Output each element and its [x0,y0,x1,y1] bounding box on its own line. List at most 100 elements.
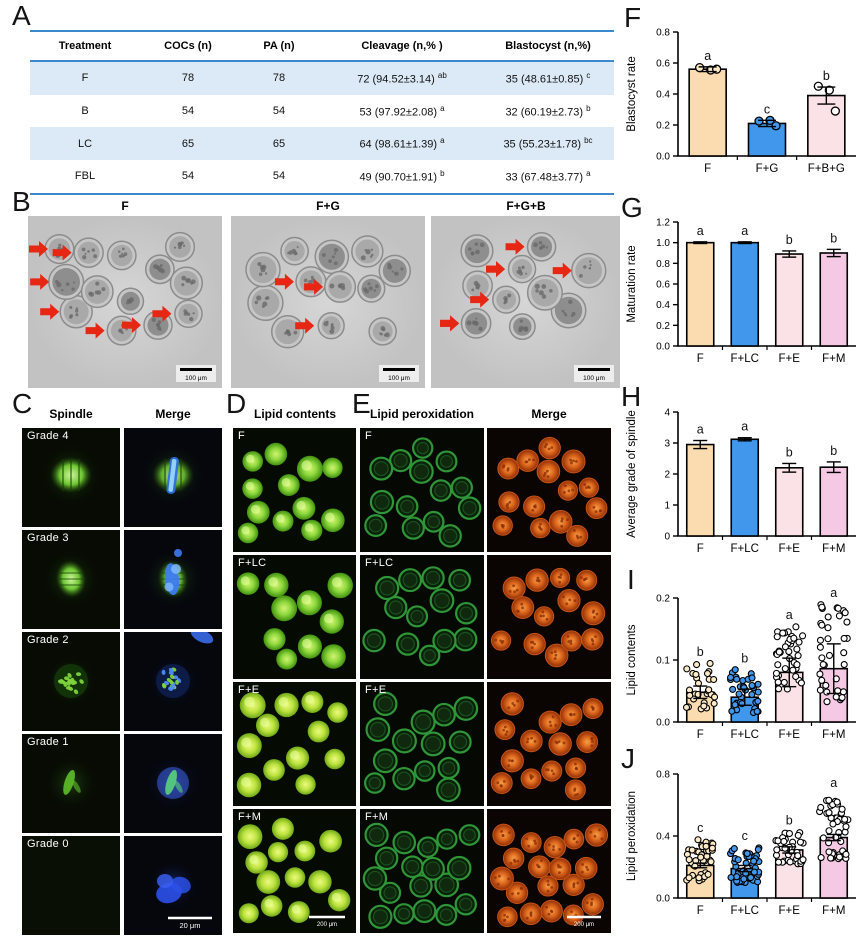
table-col-header: PA (n) [236,31,322,62]
sig-letter: b [830,444,837,458]
data-point [774,837,782,845]
sig-letter: b [697,645,704,659]
data-point [706,659,714,668]
oocyte [490,866,514,891]
red-arrow [29,241,48,258]
x-category-label: F [697,353,704,365]
x-category-label: F+E [779,729,801,741]
oocyte [263,759,285,781]
data-point [792,672,800,681]
bar-F+LC [730,438,760,537]
scale-bar-label: 100 μm [185,375,207,382]
sig-letter: b [786,813,793,827]
y-axis-label: Lipid peroxidation [626,791,638,881]
red-arrow [121,317,141,334]
table-cell: 64 (98.61±1.39) a [359,136,445,151]
sig-letter: b [786,233,793,247]
red-arrow [152,305,172,322]
table-cell: 72 (94.52±3.14) ab [357,71,447,86]
data-point [840,634,848,642]
oocyte [256,870,281,894]
bar-F+M [819,466,849,537]
sig-letter: a [830,586,837,600]
y-tick-label: 0.0 [656,894,670,905]
scale-bar-label: 200 μm [574,922,594,928]
data-point [695,874,703,882]
data-point [786,858,794,866]
table-cell: 54 [272,170,286,183]
red-arrow [304,278,324,295]
sig-letter: a [741,420,748,434]
panel-letter-c: C [12,388,33,419]
x-category-label: F [697,543,704,555]
x-category-label: F+LC [731,905,759,917]
data-point [833,798,841,806]
oocyte [562,904,584,926]
data-point [735,690,743,698]
panel-letter-h: H [621,381,642,412]
data-point [841,609,849,617]
data-point [700,702,708,710]
sig-letter: a [697,423,704,437]
data-point [747,874,755,882]
data-point [695,63,705,73]
x-category-label: F+M [822,905,845,917]
micrograph-e-peroxidation-f: F [360,428,484,552]
data-point [748,691,756,699]
data-point [773,846,781,854]
red-arrow [505,238,525,255]
data-point [829,820,837,828]
panel-letter-f: F [624,2,642,33]
panel-letter-d: D [226,388,247,419]
tile-label: F [238,430,246,442]
oocyte [548,732,572,756]
y-tick-label: 1.0 [656,238,670,249]
oocyte [324,748,346,770]
panel-c-header-merge: Merge [155,407,191,421]
data-point [817,854,825,862]
data-point [729,685,737,693]
data-point [731,701,739,709]
table-col-header: COCs (n) [140,31,236,62]
y-tick-label: 0.8 [656,770,670,781]
results-table: Treatment COCs (n) PA (n) Cleavage (n,% ) Bl… [30,30,614,195]
data-point [686,691,694,700]
oocyte [584,823,609,847]
panel-b-title-fg: F+G [316,199,340,213]
data-point [775,685,783,693]
data-point [816,636,825,644]
sig-letter: a [704,49,711,63]
oocyte [585,497,608,520]
y-tick-label: 1 [664,501,670,512]
data-point [775,858,783,866]
data-point [794,852,802,860]
tile-label: Grade 1 [27,736,69,748]
table-cell: 53 (97.92±2.08) a [359,103,445,119]
data-point [692,670,700,678]
data-point [734,856,742,864]
data-point [818,676,826,684]
scale-bar-label: 100 μm [583,375,605,382]
oocyte [576,731,599,753]
oocyte [237,824,263,850]
micrograph-e-peroxidation-f+lc: F+LC [360,555,484,679]
data-point [799,856,807,864]
panel-letter-j: J [621,743,635,774]
bar-F+LC [730,241,760,347]
x-category-label: F [697,905,704,917]
table-cell: 65 [272,137,286,150]
table-cell: 35 (55.23±1.78) bc [503,136,593,151]
data-point [841,815,849,823]
data-point [754,845,762,854]
bar-F [685,241,715,347]
panel-letter-g: G [621,192,643,223]
data-point [795,638,803,646]
table-cell: F [81,72,89,85]
data-point [781,665,789,673]
micrograph-e-peroxidation-f+e: F+E [360,682,484,806]
x-category-label: F+LC [731,353,759,365]
sig-letter: b [823,69,830,83]
data-point [840,649,848,657]
